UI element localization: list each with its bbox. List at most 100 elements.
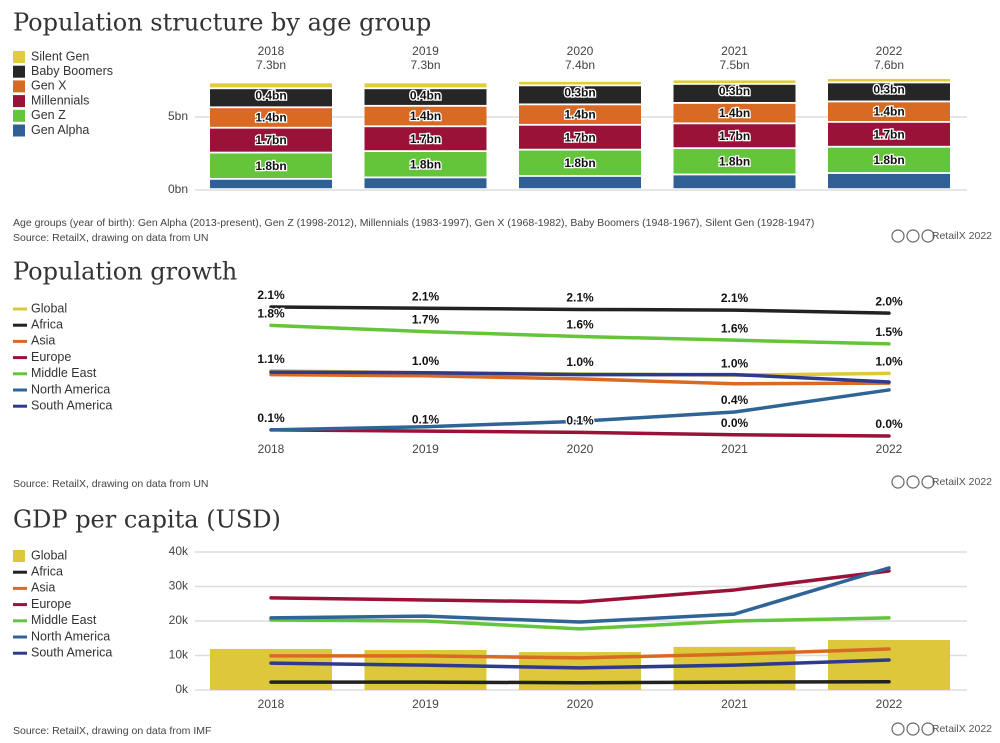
license-icon	[891, 722, 905, 736]
bar-segment	[210, 89, 332, 107]
line-series	[269, 370, 891, 384]
total-label: 7.5bn	[719, 58, 749, 72]
legend-swatch	[13, 65, 25, 78]
legend-label: Europe	[31, 597, 71, 611]
bar-segment	[673, 84, 796, 102]
data-label: 1.7bn	[564, 130, 595, 144]
bar-segment	[673, 80, 796, 84]
line-series	[269, 305, 891, 315]
data-label: 1.6%	[566, 318, 594, 332]
legend-swatch	[13, 550, 25, 562]
data-label: 1.4bn	[873, 105, 904, 119]
x-tick-label: 2021	[721, 442, 748, 456]
line-series	[269, 372, 891, 386]
legend-label: North America	[31, 382, 110, 396]
bar-segment	[519, 86, 641, 104]
line-series	[269, 679, 891, 685]
data-label: 2.0%	[875, 294, 903, 308]
data-label: 0.3bn	[873, 83, 904, 97]
data-label: 1.7bn	[719, 129, 750, 143]
chart-title: Population growth	[13, 258, 237, 286]
x-tick-label: 2018	[258, 442, 285, 456]
legend-label: Middle East	[31, 613, 97, 627]
x-tick-label: 2019	[412, 44, 439, 58]
data-label: 2.1%	[566, 291, 594, 305]
data-label: 0.1%	[257, 411, 285, 425]
y-tick-label: 20k	[169, 613, 189, 627]
legend-swatch	[13, 80, 25, 93]
legend-swatch	[13, 95, 25, 108]
license-icon	[921, 722, 935, 736]
data-label: 1.0%	[721, 356, 749, 370]
data-label: 1.7bn	[873, 127, 904, 141]
data-label: 1.8bn	[873, 153, 904, 167]
data-label: 1.8bn	[410, 157, 441, 171]
chart-title: GDP per capita (USD)	[13, 506, 281, 534]
data-label: 2.1%	[721, 291, 749, 305]
data-label: 1.5%	[875, 325, 903, 339]
data-label: 1.4bn	[410, 109, 441, 123]
bar-segment	[673, 124, 796, 148]
data-label: 1.4bn	[255, 111, 286, 125]
data-label: 0.4bn	[410, 88, 441, 102]
bar-segment	[364, 127, 487, 151]
bar-segment	[673, 103, 796, 123]
license-icon	[921, 475, 935, 489]
legend-label: Africa	[31, 564, 63, 578]
y-tick-label: 10k	[169, 648, 189, 662]
data-label: 1.7bn	[255, 133, 286, 147]
data-label: 1.8bn	[564, 156, 595, 170]
bar-segment	[519, 81, 641, 85]
chart-note: Age groups (year of birth): Gen Alpha (2…	[13, 217, 814, 229]
bar-segment	[210, 108, 332, 127]
chart-title: Population structure by age group	[13, 9, 431, 37]
legend-label: Gen X	[31, 79, 67, 93]
chart-credit: RetailX 2022	[932, 723, 992, 735]
data-label: 1.7bn	[410, 132, 441, 146]
bar-segment	[210, 128, 332, 152]
x-tick-label: 2018	[258, 44, 285, 58]
bar-segment	[210, 83, 332, 88]
legend-label: Global	[31, 301, 67, 315]
license-icon	[891, 229, 905, 243]
license-icon	[906, 475, 920, 489]
x-tick-label: 2022	[876, 442, 903, 456]
total-label: 7.4bn	[565, 58, 595, 72]
data-label: 0.1%	[412, 412, 440, 426]
bar-segment	[828, 122, 950, 146]
data-label: 2.1%	[257, 288, 285, 302]
y-tick-label: 0bn	[168, 182, 188, 196]
bar-segment	[828, 147, 950, 173]
line-series	[269, 428, 891, 438]
x-tick-label: 2019	[412, 442, 439, 456]
data-label: 0.0%	[721, 416, 749, 430]
chart-source: Source: RetailX, drawing on data from UN	[13, 232, 209, 244]
x-tick-label: 2018	[258, 697, 285, 711]
bar-segment	[364, 152, 487, 177]
legend-label: Gen Alpha	[31, 123, 89, 137]
legend-label: Gen Z	[31, 108, 66, 122]
legend-label: North America	[31, 629, 110, 643]
legend-label: Europe	[31, 350, 71, 364]
data-label: 1.7%	[412, 313, 440, 327]
chart-credit: RetailX 2022	[932, 230, 992, 242]
y-tick-label: 5bn	[168, 109, 188, 123]
data-label: 0.1%	[566, 413, 594, 427]
data-label: 1.0%	[566, 355, 594, 369]
total-label: 7.6bn	[874, 58, 904, 72]
chart-source: Source: RetailX, drawing on data from UN	[13, 478, 209, 490]
y-tick-label: 30k	[169, 579, 189, 593]
chart-source: Source: RetailX, drawing on data from IM…	[13, 725, 211, 737]
license-icon	[921, 229, 935, 243]
y-tick-label: 40k	[169, 544, 189, 558]
x-tick-label: 2021	[721, 44, 748, 58]
data-label: 1.1%	[257, 352, 285, 366]
x-tick-label: 2021	[721, 697, 748, 711]
data-label: 0.3bn	[564, 85, 595, 99]
legend-label: Africa	[31, 317, 63, 331]
data-label: 1.0%	[412, 354, 440, 368]
license-icon	[906, 229, 920, 243]
data-label: 1.8%	[257, 307, 285, 321]
bar-segment	[519, 105, 641, 124]
